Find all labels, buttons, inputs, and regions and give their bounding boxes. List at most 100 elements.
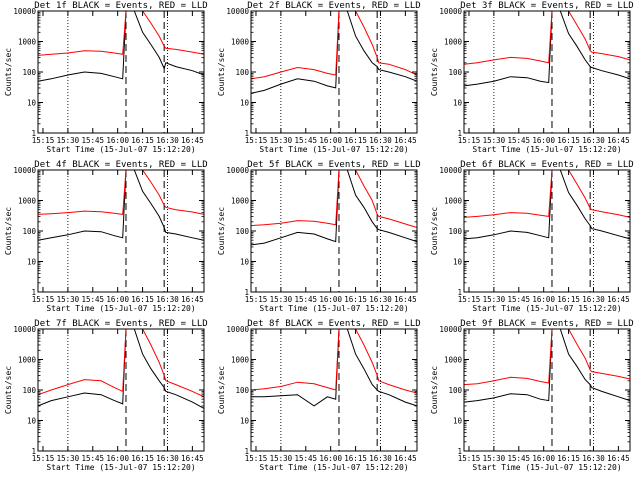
- x-tick-label: 16:45: [394, 295, 417, 304]
- y-tick-label: 10: [240, 99, 250, 108]
- x-tick-label: 15:15: [32, 454, 55, 463]
- x-tick-label: 16:30: [582, 136, 605, 145]
- lld-series-line: [37, 169, 205, 215]
- y-tick-label: 100: [235, 386, 249, 395]
- y-tick-label: 100: [448, 68, 462, 77]
- x-tick-label: 16:15: [344, 454, 367, 463]
- lld-series-line: [37, 328, 205, 398]
- x-axis-label: Start Time (15-Jul-07 15:12:20): [472, 145, 621, 154]
- panel-det-4: Det 4f BLACK = Events, RED = LLD 1 10 100 10…: [4, 160, 208, 313]
- y-tick-label: 10: [453, 417, 463, 426]
- y-tick-label: 10: [240, 417, 250, 426]
- x-tick-label: 16:15: [131, 295, 154, 304]
- x-axis-label: Start Time (15-Jul-07 15:12:20): [46, 463, 195, 472]
- events-series-line: [37, 169, 205, 241]
- panel-det-3: Det 3f BLACK = Events, RED = LLD 1 10 100 10…: [430, 1, 634, 154]
- panel-title: Det 3f BLACK = Events, RED = LLD: [460, 1, 633, 11]
- panel-title: Det 7f BLACK = Events, RED = LLD: [34, 319, 207, 329]
- y-tick-label: 1000: [444, 38, 463, 47]
- events-series-line: [250, 10, 418, 94]
- y-tick-label: 1000: [18, 197, 37, 206]
- x-tick-label: 15:30: [57, 136, 80, 145]
- x-tick-label: 16:15: [557, 295, 580, 304]
- x-tick-label: 16:00: [532, 136, 555, 145]
- plot-frame: [463, 169, 631, 293]
- panel-det-2: Det 2f BLACK = Events, RED = LLD 1 10 100 10…: [217, 1, 421, 154]
- x-tick-label: 16:45: [394, 136, 417, 145]
- panel-title: Det 9f BLACK = Events, RED = LLD: [460, 319, 633, 329]
- events-series-line: [37, 10, 205, 82]
- panel-title: Det 4f BLACK = Events, RED = LLD: [34, 160, 207, 170]
- x-tick-label: 16:45: [607, 454, 630, 463]
- y-tick-label: 1: [244, 129, 249, 138]
- events-series-line: [251, 328, 418, 407]
- y-tick-label: 10: [453, 258, 463, 267]
- panel-det-1: Det 1f BLACK = Events, RED = LLD 1 10 100 10…: [4, 1, 208, 154]
- events-series-line: [463, 328, 631, 403]
- x-tick-label: 16:45: [181, 454, 204, 463]
- x-tick-label: 15:15: [32, 136, 55, 145]
- x-tick-label: 15:45: [507, 295, 530, 304]
- x-tick-label: 15:45: [81, 136, 104, 145]
- x-tick-label: 16:30: [369, 136, 392, 145]
- y-tick-label: 10: [240, 258, 250, 267]
- y-tick-label: 1: [31, 129, 36, 138]
- y-tick-label: 100: [22, 68, 36, 77]
- x-tick-label: 15:45: [294, 454, 317, 463]
- y-tick-label: 10000: [439, 325, 462, 334]
- y-tick-label: 10000: [439, 166, 462, 175]
- x-tick-label: 16:00: [106, 136, 129, 145]
- y-axis-label: Counts/sec: [430, 366, 439, 414]
- x-tick-label: 16:30: [156, 136, 179, 145]
- panel-det-6: Det 6f BLACK = Events, RED = LLD 1 10 100 10…: [430, 160, 634, 313]
- y-axis-label: Counts/sec: [217, 207, 226, 255]
- x-tick-label: 16:00: [532, 454, 555, 463]
- lld-series-line: [37, 10, 205, 56]
- x-tick-label: 15:15: [245, 136, 268, 145]
- y-tick-label: 10000: [13, 166, 36, 175]
- events-series-line: [463, 169, 631, 240]
- y-tick-label: 1000: [444, 356, 463, 365]
- y-tick-label: 1: [457, 129, 462, 138]
- lld-series-line: [463, 10, 631, 65]
- y-tick-label: 100: [448, 227, 462, 236]
- plot-frame: [463, 328, 631, 452]
- y-axis-label: Counts/sec: [430, 48, 439, 96]
- x-tick-label: 16:45: [181, 136, 204, 145]
- panel-title: Det 8f BLACK = Events, RED = LLD: [247, 319, 420, 329]
- x-tick-label: 16:30: [369, 454, 392, 463]
- x-tick-label: 16:00: [106, 454, 129, 463]
- x-tick-label: 15:30: [57, 295, 80, 304]
- x-tick-label: 16:30: [582, 454, 605, 463]
- x-tick-label: 16:45: [181, 295, 204, 304]
- x-tick-label: 16:00: [319, 454, 342, 463]
- x-tick-label: 16:30: [156, 295, 179, 304]
- panel-title: Det 6f BLACK = Events, RED = LLD: [460, 160, 633, 170]
- y-tick-label: 1: [31, 288, 36, 297]
- y-tick-label: 10: [27, 258, 37, 267]
- x-tick-label: 15:30: [483, 136, 506, 145]
- x-tick-label: 16:45: [394, 454, 417, 463]
- plot-frame: [37, 169, 205, 293]
- x-tick-label: 16:00: [106, 295, 129, 304]
- lld-series-line: [463, 169, 631, 218]
- panel-title: Det 5f BLACK = Events, RED = LLD: [247, 160, 420, 170]
- y-tick-label: 1000: [231, 197, 250, 206]
- y-tick-label: 100: [235, 68, 249, 77]
- y-tick-label: 100: [235, 227, 249, 236]
- lld-series-line: [250, 328, 418, 394]
- panel-det-9: Det 9f BLACK = Events, RED = LLD 1 10 100 10…: [430, 319, 634, 472]
- x-tick-label: 15:45: [294, 136, 317, 145]
- y-tick-label: 1000: [444, 197, 463, 206]
- x-axis-label: Start Time (15-Jul-07 15:12:20): [46, 304, 195, 313]
- y-tick-label: 100: [22, 386, 36, 395]
- events-series-line: [37, 328, 205, 409]
- x-tick-label: 16:45: [607, 295, 630, 304]
- panel-title: Det 2f BLACK = Events, RED = LLD: [247, 1, 420, 11]
- y-tick-label: 10000: [226, 166, 249, 175]
- x-tick-label: 16:15: [557, 454, 580, 463]
- x-tick-label: 15:45: [507, 136, 530, 145]
- x-tick-label: 15:15: [458, 454, 481, 463]
- y-tick-label: 1: [244, 288, 249, 297]
